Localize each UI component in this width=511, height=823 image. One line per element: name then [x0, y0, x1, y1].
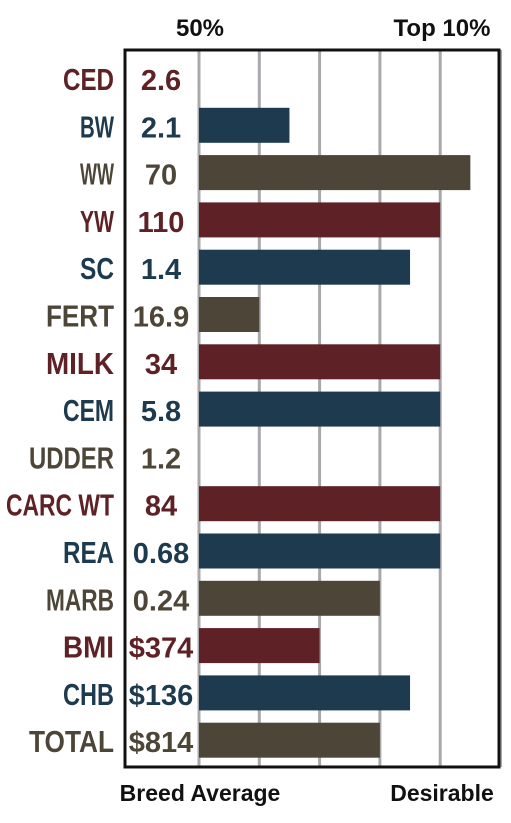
value-label: $374	[129, 633, 194, 665]
bar-total	[199, 722, 380, 758]
bottom-label-left: Breed Average	[120, 780, 281, 806]
trait-label: MILK	[46, 346, 115, 381]
top-label-left: 50%	[176, 15, 224, 42]
value-label: 0.24	[133, 585, 189, 617]
value-label: 1.2	[141, 443, 181, 475]
value-label: $136	[129, 680, 194, 712]
bar-bw	[199, 107, 290, 143]
chart-frame	[123, 48, 501, 769]
value-label: 84	[145, 491, 177, 523]
bar-fert	[199, 297, 260, 332]
trait-label: BW	[80, 109, 114, 144]
bars-layer	[199, 107, 471, 758]
value-label: 34	[145, 349, 177, 381]
trait-label: UDDER	[29, 440, 114, 475]
trait-label: BMI	[63, 630, 114, 665]
trait-label: CHB	[63, 677, 114, 712]
trait-label: FERT	[46, 299, 114, 334]
bar-carc-wt	[199, 486, 441, 522]
value-label: 2.1	[141, 112, 181, 144]
value-label: 5.8	[141, 396, 181, 428]
value-label: 16.9	[133, 302, 189, 334]
bar-marb	[199, 580, 380, 616]
trait-label: CEM	[63, 393, 114, 428]
trait-label: CED	[63, 62, 114, 97]
bar-rea	[199, 533, 441, 569]
bar-cem	[199, 391, 441, 427]
trait-label: CARC WT	[6, 488, 114, 523]
bar-chb	[199, 675, 411, 711]
top-label-right: Top 10%	[394, 15, 491, 42]
bar-ww	[199, 155, 471, 191]
value-label: 1.4	[141, 254, 181, 286]
bar-sc	[199, 249, 411, 285]
value-label: 0.68	[133, 538, 189, 570]
value-label: 70	[145, 160, 177, 192]
labels-layer: CED 2.6 BW 2.1 WW 70 YW 110 SC 1.4 FERT 16.9 MILK 34 C…	[6, 62, 193, 759]
trait-label: YW	[80, 204, 115, 239]
trait-label: MARB	[46, 582, 114, 617]
bottom-label-right: Desirable	[390, 780, 494, 806]
trait-label: TOTAL	[29, 724, 114, 759]
value-label: $814	[129, 727, 194, 759]
bar-yw	[199, 202, 441, 238]
bar-milk	[199, 344, 441, 380]
trait-label: REA	[63, 535, 114, 570]
value-label: 110	[138, 207, 185, 239]
value-label: 2.6	[141, 65, 181, 97]
trait-label: SC	[80, 251, 114, 286]
bar-bmi	[199, 628, 320, 664]
trait-label: WW	[80, 157, 114, 192]
